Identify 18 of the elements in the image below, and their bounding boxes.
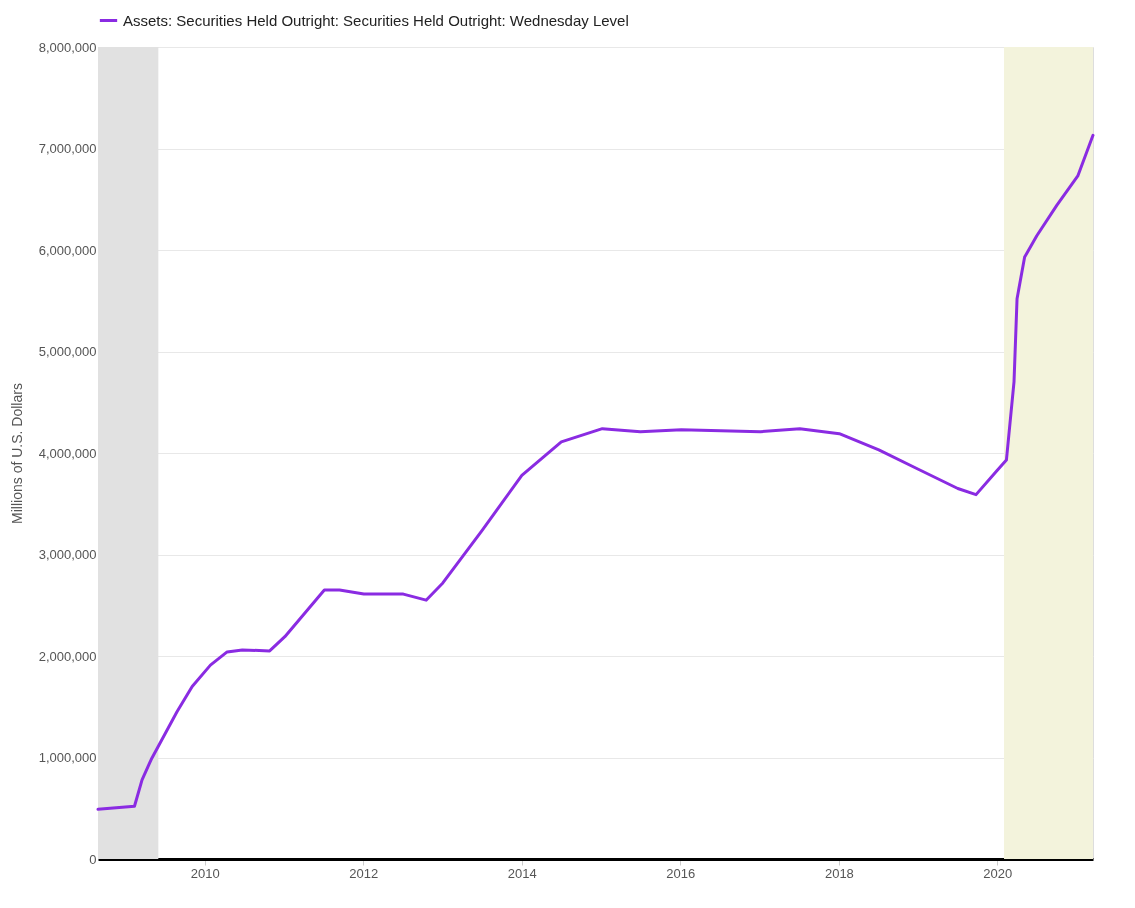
y-tick-label: 8,000,000 [38,39,97,55]
x-tick-label: 2018 [824,865,854,881]
y-tick-label: 7,000,000 [38,141,97,156]
legend-label: Assets: Securities Held Outright: Securities Held Outright: Wednesday Level [123,11,629,29]
y-tick-label: 1,000,000 [38,750,97,765]
y-tick-label: 5,000,000 [38,344,97,359]
y-tick-label: 6,000,000 [38,242,97,258]
y-axis-title: Millions of U.S. Dollars [8,383,25,524]
x-tick-label: 2020 [983,865,1013,881]
x-tick-label: 2014 [507,865,537,881]
y-tick-label: 4,000,000 [38,445,97,461]
y-tick-label: 0 [89,851,97,867]
y-tick-label: 2,000,000 [38,648,97,664]
x-tick-label: 2010 [190,865,220,881]
line-series [96,133,1095,811]
y-tick-label: 3,000,000 [38,547,97,562]
x-tick-label: 2016 [666,865,696,881]
x-tick-label: 2012 [349,865,379,881]
